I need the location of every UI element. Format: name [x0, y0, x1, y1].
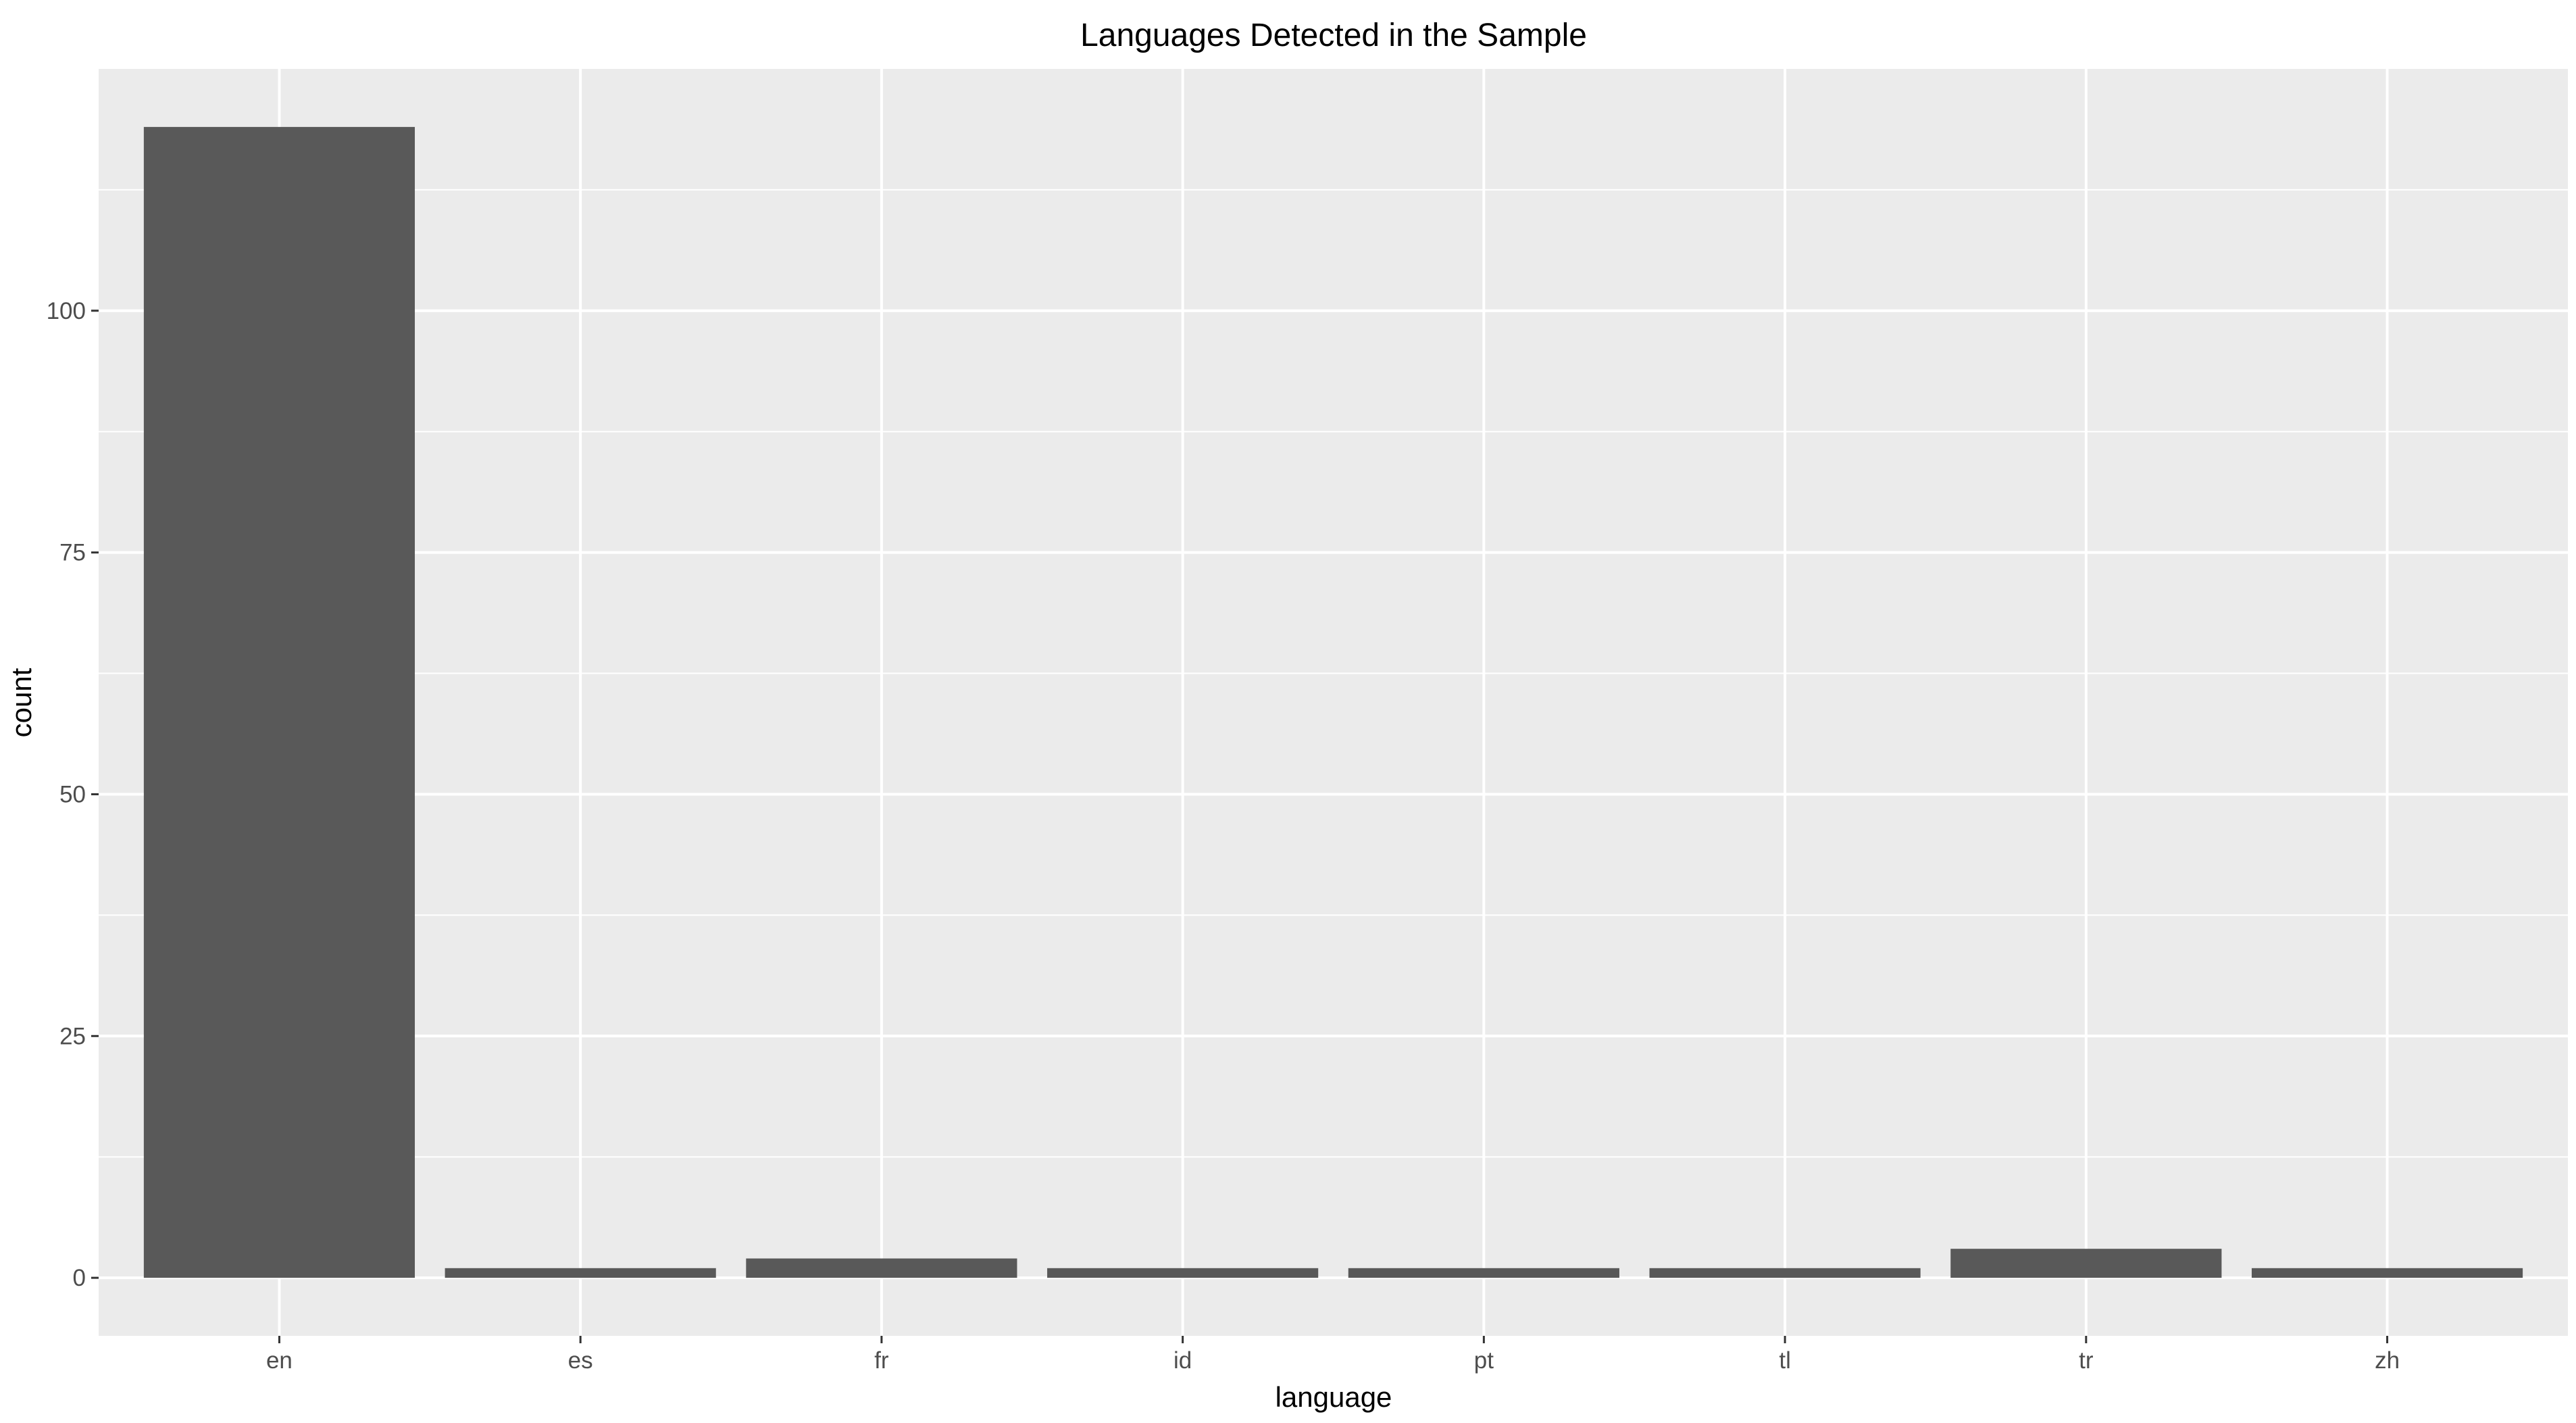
bar-tr — [1950, 1249, 2222, 1278]
bar-en — [143, 126, 415, 1278]
y-tick-label: 75 — [59, 540, 86, 566]
y-tick-label: 0 — [73, 1265, 86, 1291]
bar-fr — [746, 1258, 1017, 1278]
x-tick-label: tl — [1779, 1347, 1791, 1374]
x-axis-title: language — [1276, 1381, 1392, 1413]
x-axis: en es fr id pt tl tr zh — [266, 1336, 2400, 1374]
x-tick-label: fr — [874, 1347, 889, 1374]
minor-gridlines — [99, 189, 2568, 1158]
bar-series — [143, 126, 2523, 1278]
chart-title: Languages Detected in the Sample — [1080, 18, 1587, 53]
bar-id — [1047, 1268, 1319, 1278]
x-tick-label: id — [1173, 1347, 1192, 1374]
x-tick-label: es — [568, 1347, 593, 1374]
y-axis-title: count — [5, 668, 37, 737]
x-tick-label: tr — [2079, 1347, 2094, 1374]
plot-panel — [99, 69, 2568, 1336]
y-tick-label: 100 — [47, 298, 86, 324]
bar-pt — [1348, 1268, 1619, 1278]
x-tick-label: en — [266, 1347, 293, 1374]
bar-es — [445, 1268, 716, 1278]
y-tick-label: 50 — [59, 781, 86, 807]
bar-zh — [2251, 1268, 2523, 1278]
y-axis: 0 25 50 75 100 — [47, 298, 99, 1291]
y-tick-label: 25 — [59, 1023, 86, 1049]
x-tick-label: pt — [1474, 1347, 1494, 1374]
bar-tl — [1649, 1268, 1921, 1278]
x-tick-label: zh — [2375, 1347, 2400, 1374]
